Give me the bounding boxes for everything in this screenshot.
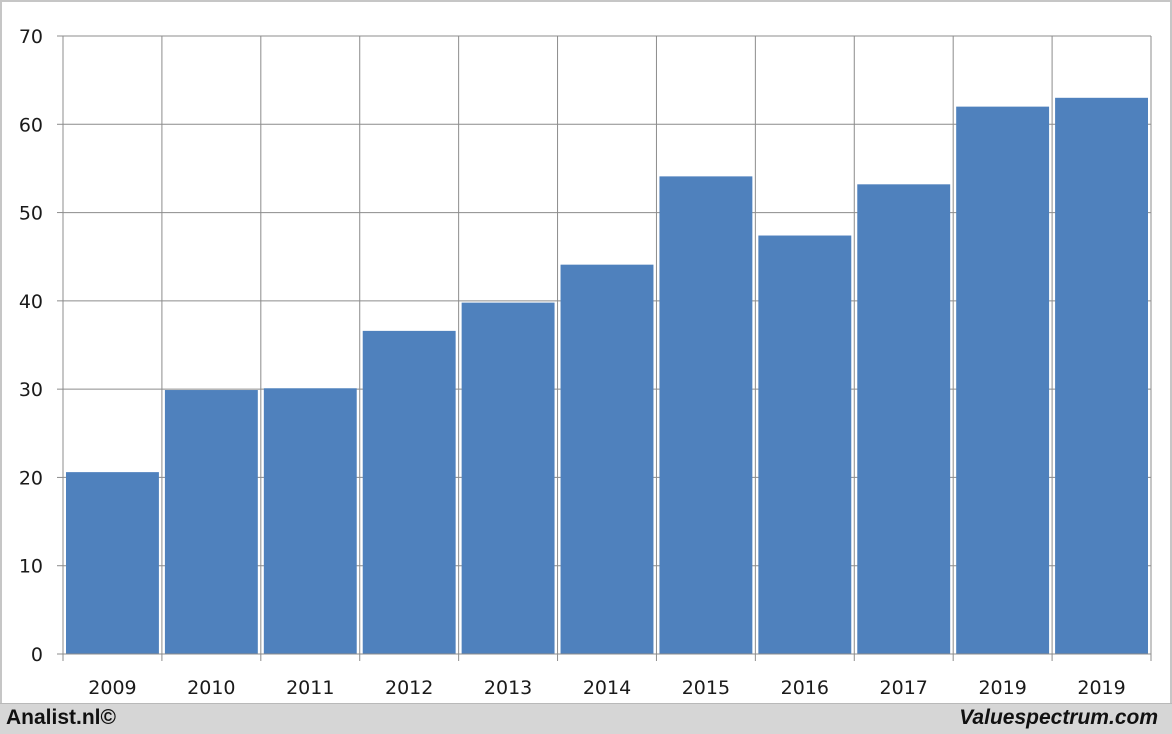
- x-tick-label: 2019: [978, 677, 1026, 699]
- y-tick-label: 30: [19, 379, 43, 401]
- bar: [659, 176, 753, 655]
- x-tick-label: 2016: [781, 677, 829, 699]
- bar: [66, 472, 159, 654]
- x-tick-label: 2010: [187, 677, 235, 699]
- y-tick-label: 70: [19, 26, 43, 48]
- bar: [263, 388, 357, 654]
- bar-chart: 0 10 20 30 40 50 60 70 2009 2010 2011 2012 2013 2014 2…: [19, 26, 1152, 699]
- bar: [560, 264, 654, 654]
- x-tick-label: 2017: [880, 677, 928, 699]
- bar: [362, 330, 456, 654]
- bar: [956, 106, 1050, 655]
- y-tick-label: 40: [19, 291, 43, 313]
- x-tick-label: 2014: [583, 677, 631, 699]
- bar: [164, 390, 258, 654]
- footer-bar: Analist.nl© Valuespectrum.com: [0, 703, 1172, 734]
- bar: [461, 302, 555, 654]
- y-tick-label: 60: [19, 114, 43, 136]
- source-credit: Analist.nl©: [6, 706, 116, 729]
- y-tick-label: 0: [31, 644, 43, 666]
- bar: [758, 235, 852, 655]
- x-tick-label: 2009: [88, 677, 136, 699]
- x-tick-label: 2015: [682, 677, 730, 699]
- y-tick-label: 10: [19, 556, 43, 578]
- y-tick-label: 20: [19, 467, 43, 489]
- site-credit: Valuespectrum.com: [959, 706, 1158, 729]
- bar: [857, 184, 951, 654]
- x-tick-label: 2011: [286, 677, 334, 699]
- x-tick-label: 2019: [1077, 677, 1125, 699]
- x-tick-label: 2013: [484, 677, 532, 699]
- bar: [1055, 97, 1148, 655]
- x-tick-label: 2012: [385, 677, 433, 699]
- y-tick-label: 50: [19, 203, 43, 225]
